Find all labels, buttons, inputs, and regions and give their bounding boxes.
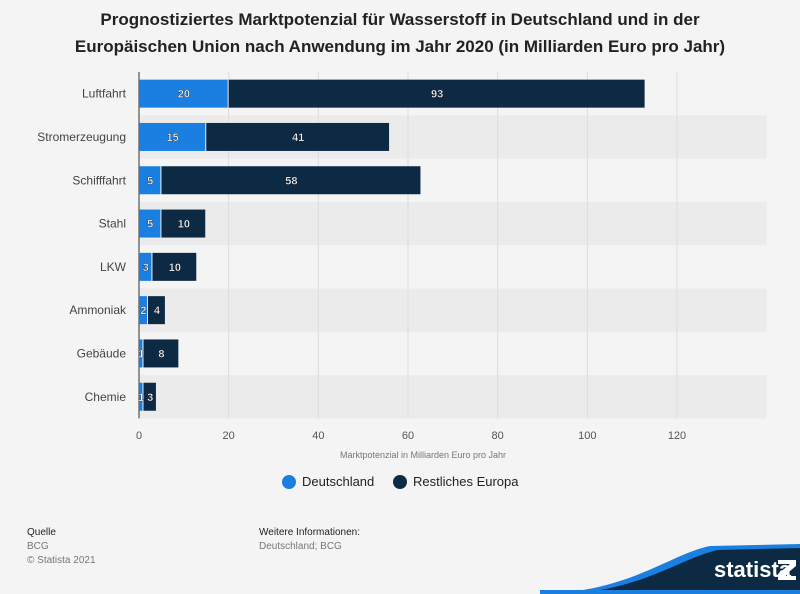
statista-logo[interactable]: statista — [540, 534, 800, 594]
copyright: © Statista 2021 — [27, 555, 96, 566]
legend-dot — [393, 474, 407, 489]
data-label: 4 — [154, 305, 161, 317]
data-label: 10 — [178, 219, 190, 231]
data-label: 3 — [143, 262, 149, 274]
bar-restliches-europa — [152, 252, 197, 281]
bar-restliches-europa — [143, 339, 179, 368]
data-label: 41 — [292, 132, 304, 144]
bar-deutschland — [139, 296, 147, 325]
row-band — [139, 201, 767, 246]
data-label: 15 — [167, 132, 179, 144]
chart-title: Prognostiziertes Marktpotenzial für Wass… — [0, 6, 800, 60]
data-label: 2 — [140, 305, 146, 317]
x-tick-label: 20 — [223, 430, 235, 442]
category-label: Chemie — [85, 390, 127, 404]
title-line: Prognostiziertes Marktpotenzial für Wass… — [100, 10, 700, 29]
legend-label: Restliches Europa — [413, 474, 519, 489]
bar-restliches-europa — [161, 209, 206, 238]
data-label: 1 — [138, 348, 144, 360]
source-block: Quelle BCG © Statista 2021 — [27, 526, 96, 568]
data-label: 20 — [178, 89, 190, 101]
category-label: LKW — [100, 260, 127, 274]
legend-item-restliches-europa[interactable]: Restliches Europa — [393, 474, 519, 489]
category-label: Gebäude — [77, 346, 127, 360]
source-label: Quelle — [27, 527, 56, 538]
legend-label: Deutschland — [302, 474, 375, 489]
data-label: 5 — [147, 175, 153, 187]
x-tick-label: 0 — [136, 430, 142, 442]
data-label: 10 — [169, 262, 181, 274]
category-label: Luftfahrt — [82, 87, 127, 101]
legend-dot — [282, 474, 296, 489]
bar-restliches-europa — [206, 122, 390, 151]
data-label: 1 — [138, 392, 144, 404]
bar-deutschland — [139, 339, 143, 368]
bar-deutschland — [139, 166, 161, 195]
data-label: 58 — [285, 175, 297, 187]
x-tick-label: 40 — [312, 430, 324, 442]
info-value: Deutschland; BCG — [259, 541, 342, 552]
bar-deutschland — [139, 122, 206, 151]
x-axis-title: Marktpotenzial in Milliarden Euro pro Ja… — [340, 450, 506, 460]
x-tick-label: 80 — [492, 430, 504, 442]
row-band — [139, 288, 767, 332]
category-label: Schifffahrt — [72, 173, 126, 187]
source-value: BCG — [27, 541, 49, 552]
data-label: 5 — [147, 219, 153, 231]
bar-restliches-europa — [161, 166, 421, 195]
bar-restliches-europa — [143, 382, 156, 411]
info-block: Weitere Informationen: Deutschland; BCG — [259, 526, 360, 554]
bar-deutschland — [139, 79, 228, 108]
data-label: 93 — [431, 89, 443, 101]
bar-restliches-europa — [147, 296, 165, 325]
legend-item-deutschland[interactable]: Deutschland — [282, 474, 374, 489]
bar-deutschland — [139, 209, 161, 238]
category-label: Stahl — [99, 217, 126, 231]
data-label: 8 — [158, 348, 164, 360]
x-tick-label: 120 — [668, 430, 686, 442]
bar-deutschland — [139, 382, 143, 411]
row-band — [139, 375, 767, 419]
category-label: Stromerzeugung — [37, 130, 126, 144]
x-tick-label: 60 — [402, 430, 414, 442]
bar-deutschland — [139, 252, 152, 281]
bar-restliches-europa — [228, 79, 645, 108]
data-label: 3 — [147, 392, 153, 404]
category-label: Ammoniak — [69, 303, 127, 317]
info-label: Weitere Informationen: — [259, 527, 360, 538]
x-tick-label: 100 — [578, 430, 596, 442]
title-line: Europäischen Union nach Anwendung im Jah… — [74, 37, 726, 56]
